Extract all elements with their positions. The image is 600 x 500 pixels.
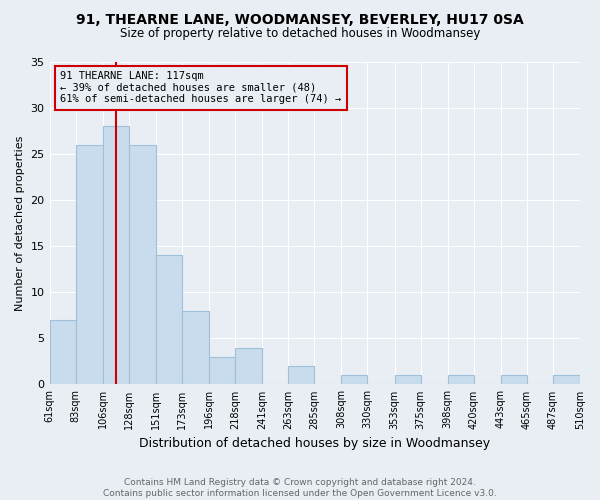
Bar bbox=[156, 256, 182, 384]
X-axis label: Distribution of detached houses by size in Woodmansey: Distribution of detached houses by size … bbox=[139, 437, 490, 450]
Bar bbox=[128, 144, 156, 384]
Text: 91, THEARNE LANE, WOODMANSEY, BEVERLEY, HU17 0SA: 91, THEARNE LANE, WOODMANSEY, BEVERLEY, … bbox=[76, 12, 524, 26]
Bar bbox=[50, 320, 76, 384]
Bar bbox=[209, 357, 235, 384]
Bar bbox=[553, 375, 580, 384]
Bar bbox=[103, 126, 128, 384]
Bar bbox=[395, 375, 421, 384]
Bar bbox=[235, 348, 262, 385]
Text: Contains HM Land Registry data © Crown copyright and database right 2024.
Contai: Contains HM Land Registry data © Crown c… bbox=[103, 478, 497, 498]
Text: Size of property relative to detached houses in Woodmansey: Size of property relative to detached ho… bbox=[120, 28, 480, 40]
Bar bbox=[288, 366, 314, 384]
Text: 91 THEARNE LANE: 117sqm
← 39% of detached houses are smaller (48)
61% of semi-de: 91 THEARNE LANE: 117sqm ← 39% of detache… bbox=[60, 71, 341, 104]
Bar bbox=[501, 375, 527, 384]
Bar bbox=[182, 310, 209, 384]
Bar bbox=[448, 375, 473, 384]
Bar bbox=[76, 144, 103, 384]
Y-axis label: Number of detached properties: Number of detached properties bbox=[15, 136, 25, 310]
Bar bbox=[341, 375, 367, 384]
